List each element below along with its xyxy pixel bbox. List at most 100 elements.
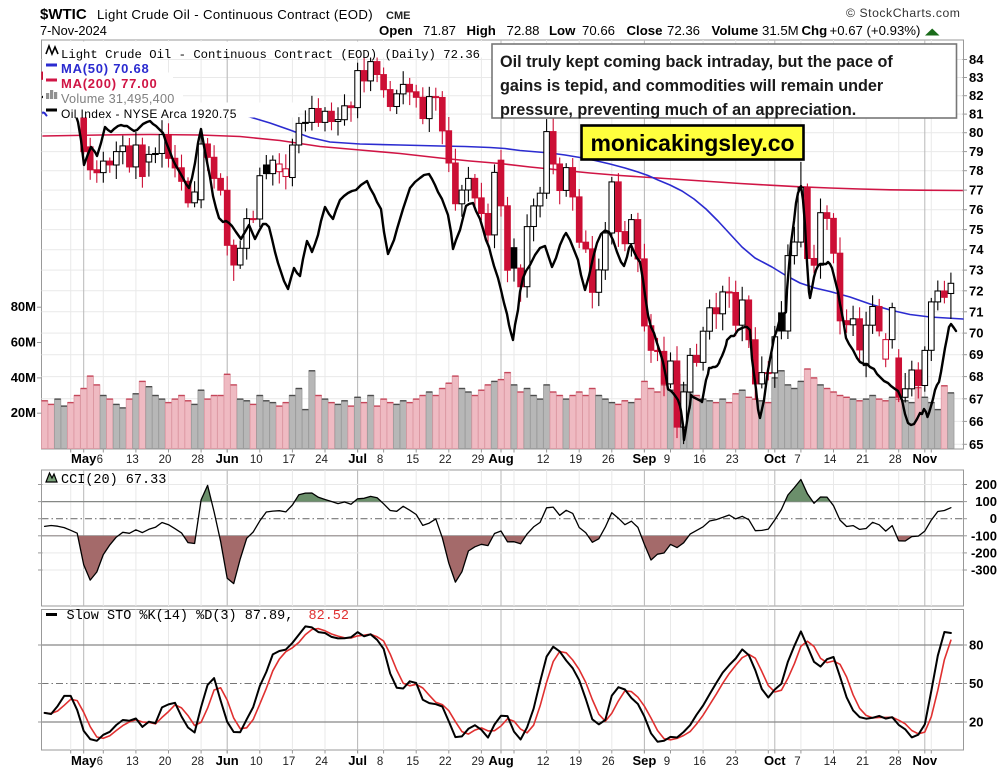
- svg-text:31.5M: 31.5M: [762, 23, 799, 38]
- svg-text:6: 6: [97, 756, 103, 768]
- svg-text:10: 10: [250, 454, 263, 466]
- svg-text:+0.67 (+0.93%): +0.67 (+0.93%): [830, 23, 921, 38]
- svg-text:70.66: 70.66: [582, 23, 615, 38]
- svg-text:May: May: [71, 451, 97, 466]
- svg-text:MA(200) 77.00: MA(200) 77.00: [61, 76, 157, 91]
- svg-text:-200: -200: [971, 545, 997, 560]
- svg-text:-100: -100: [971, 528, 997, 543]
- svg-text:80: 80: [969, 125, 983, 140]
- svg-text:75: 75: [969, 222, 983, 237]
- svg-text:Oct: Oct: [764, 451, 786, 466]
- svg-text:26: 26: [602, 756, 615, 768]
- svg-text:72.36: 72.36: [667, 23, 700, 38]
- svg-text:Nov: Nov: [913, 753, 938, 768]
- svg-text:7-Nov-2024: 7-Nov-2024: [40, 23, 107, 38]
- svg-text:81: 81: [969, 107, 983, 122]
- svg-text:Light Crude Oil - Continuous C: Light Crude Oil - Continuous Contract (E…: [61, 48, 480, 62]
- svg-text:May: May: [71, 753, 97, 768]
- svg-text:24: 24: [315, 454, 328, 466]
- svg-text:17: 17: [283, 454, 296, 466]
- svg-text:6: 6: [97, 454, 103, 466]
- svg-text:78: 78: [969, 163, 983, 178]
- svg-text:14: 14: [824, 454, 837, 466]
- svg-text:22: 22: [439, 756, 452, 768]
- svg-text:CME: CME: [386, 10, 410, 22]
- svg-text:19: 19: [569, 454, 582, 466]
- svg-text:83: 83: [969, 70, 983, 85]
- svg-text:84: 84: [969, 52, 984, 67]
- svg-text:23: 23: [726, 756, 739, 768]
- svg-text:20: 20: [969, 715, 983, 730]
- svg-text:Jul: Jul: [348, 451, 367, 466]
- svg-text:Low: Low: [549, 23, 576, 38]
- svg-text:monicakingsley.co: monicakingsley.co: [590, 130, 794, 156]
- svg-text:Sep: Sep: [632, 753, 656, 768]
- svg-text:100: 100: [975, 494, 997, 509]
- svg-text:66: 66: [969, 414, 983, 429]
- svg-text:80M: 80M: [11, 299, 36, 314]
- svg-text:20: 20: [159, 756, 172, 768]
- svg-text:29: 29: [472, 454, 485, 466]
- svg-text:28: 28: [889, 756, 902, 768]
- svg-text:$WTIC: $WTIC: [40, 6, 87, 23]
- svg-text:Chg: Chg: [802, 23, 828, 38]
- svg-text:71: 71: [969, 304, 983, 319]
- svg-text:71.87: 71.87: [423, 23, 456, 38]
- svg-text:12: 12: [537, 454, 550, 466]
- svg-text:Close: Close: [627, 23, 663, 38]
- svg-text:68: 68: [969, 369, 983, 384]
- svg-text:60M: 60M: [11, 335, 36, 350]
- svg-text:8: 8: [377, 454, 383, 466]
- svg-text:13: 13: [126, 756, 139, 768]
- svg-text:Oct: Oct: [764, 753, 786, 768]
- svg-text:12: 12: [537, 756, 550, 768]
- svg-text:28: 28: [191, 454, 204, 466]
- svg-text:Nov: Nov: [913, 451, 938, 466]
- svg-text:79: 79: [969, 144, 983, 159]
- svg-text:9: 9: [664, 454, 670, 466]
- svg-text:16: 16: [693, 756, 706, 768]
- svg-text:13: 13: [126, 454, 139, 466]
- svg-text:73: 73: [969, 263, 983, 278]
- svg-text:High: High: [467, 23, 496, 38]
- svg-text:16: 16: [693, 454, 706, 466]
- svg-text:8: 8: [377, 756, 383, 768]
- svg-text:Jul: Jul: [348, 753, 367, 768]
- svg-text:Volume 31,495,400: Volume 31,495,400: [61, 92, 175, 106]
- svg-text:pressure, preventing much of a: pressure, preventing much of an apprecia…: [500, 101, 856, 119]
- svg-text:67: 67: [969, 391, 983, 406]
- svg-text:9: 9: [664, 756, 670, 768]
- svg-text:20M: 20M: [11, 405, 36, 420]
- svg-text:20: 20: [159, 454, 172, 466]
- svg-text:74: 74: [969, 242, 984, 257]
- svg-text:19: 19: [569, 756, 582, 768]
- svg-text:Open: Open: [379, 23, 413, 38]
- svg-text:23: 23: [726, 454, 739, 466]
- svg-text:28: 28: [889, 454, 902, 466]
- svg-text:65: 65: [969, 437, 983, 452]
- svg-text:15: 15: [406, 454, 419, 466]
- svg-text:Jun: Jun: [216, 753, 239, 768]
- svg-text:Oil truly kept coming back int: Oil truly kept coming back intraday, but…: [500, 53, 893, 71]
- svg-text:Light Crude Oil - Continuous C: Light Crude Oil - Continuous Contract (E…: [97, 7, 373, 22]
- svg-text:21: 21: [856, 454, 869, 466]
- svg-text:7: 7: [794, 756, 800, 768]
- svg-text:40M: 40M: [11, 370, 36, 385]
- svg-text:Slow STO %K(14) %D(3) 87.89,: Slow STO %K(14) %D(3) 87.89,: [67, 609, 294, 624]
- svg-text:17: 17: [283, 756, 296, 768]
- svg-text:14: 14: [824, 756, 837, 768]
- svg-text:77: 77: [969, 183, 983, 198]
- svg-text:22: 22: [439, 454, 452, 466]
- svg-text:MA(50) 70.68: MA(50) 70.68: [61, 61, 149, 76]
- svg-text:0: 0: [990, 511, 997, 526]
- svg-text:7: 7: [794, 454, 800, 466]
- svg-text:70: 70: [969, 326, 983, 341]
- svg-text:82: 82: [969, 88, 983, 103]
- svg-text:29: 29: [472, 756, 485, 768]
- svg-text:200: 200: [975, 477, 997, 492]
- svg-text:gains is tepid, and commoditie: gains is tepid, and commodities will rem…: [500, 77, 884, 95]
- svg-text:82.52: 82.52: [309, 609, 350, 624]
- svg-text:CCI(20) 67.33: CCI(20) 67.33: [61, 473, 166, 488]
- svg-text:Aug: Aug: [488, 753, 513, 768]
- svg-text:© StockCharts.com: © StockCharts.com: [846, 6, 961, 20]
